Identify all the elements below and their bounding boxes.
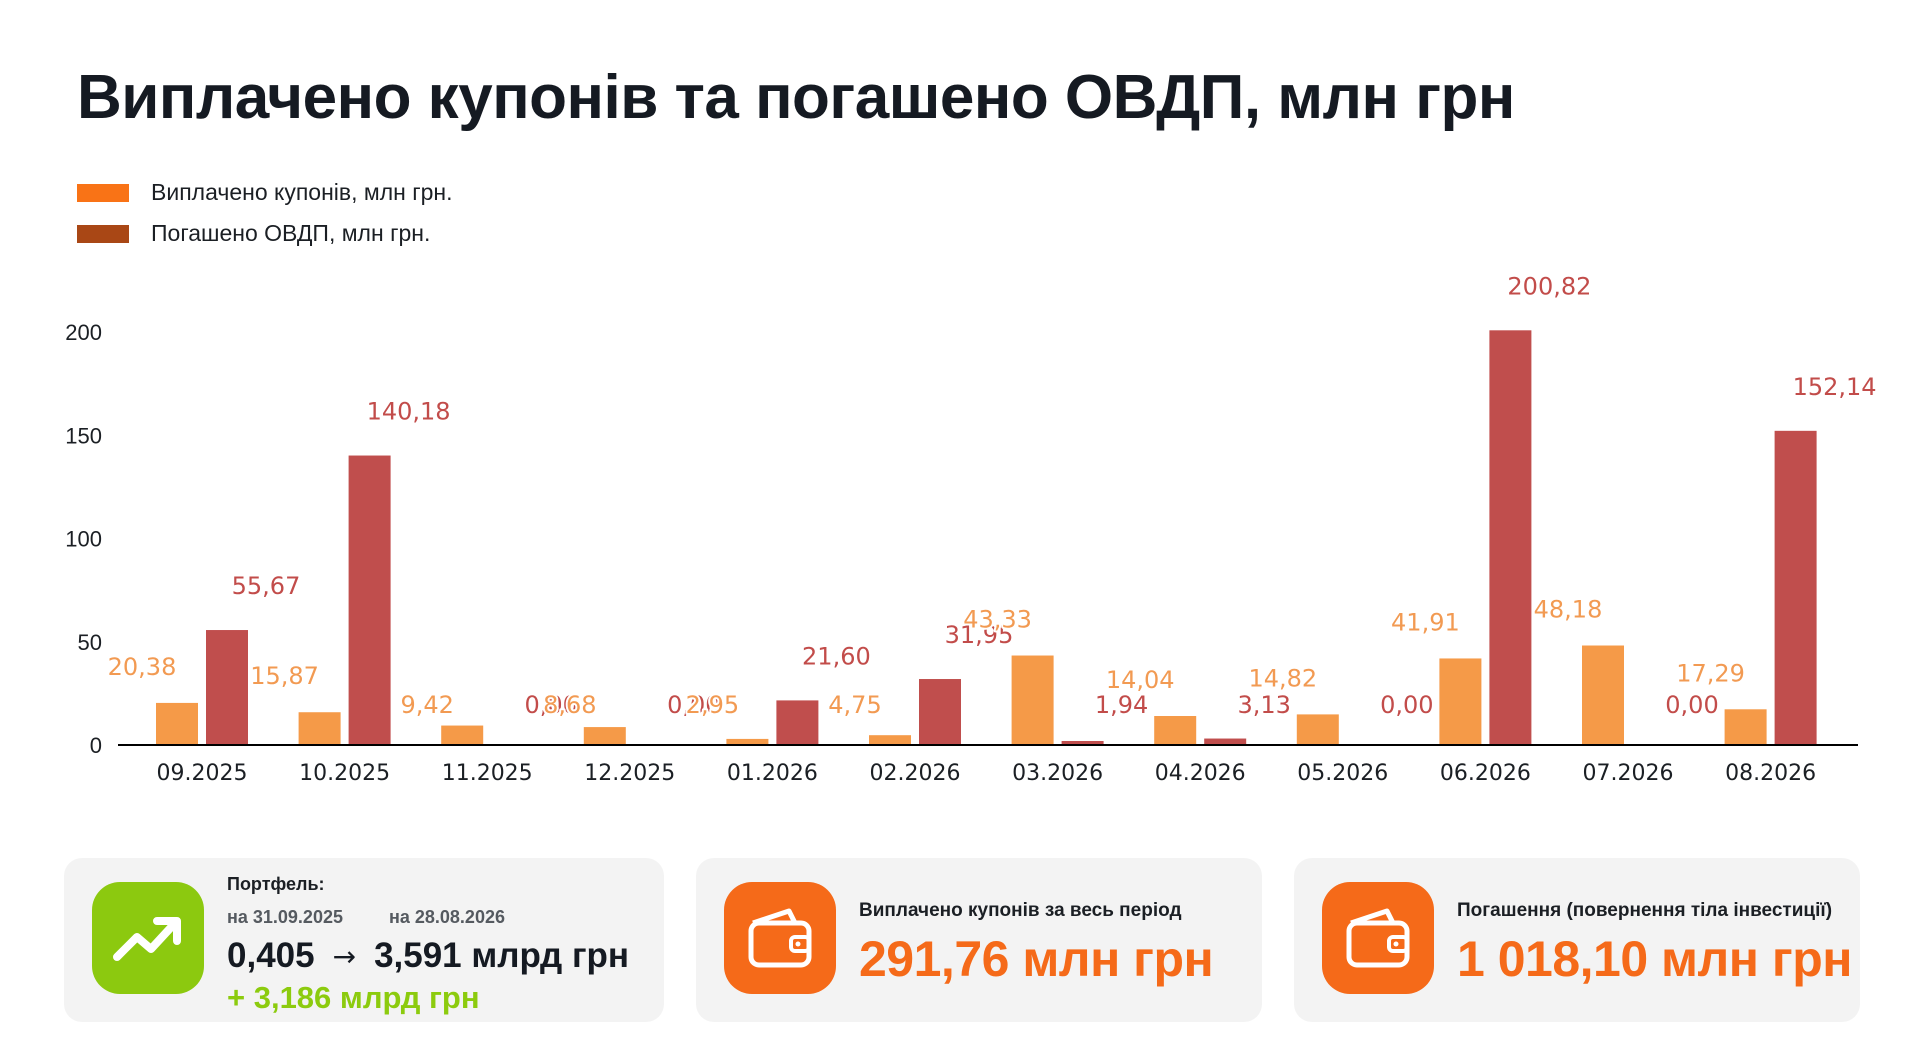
- redemption-bar: [206, 630, 248, 745]
- coupon-data-label: 43,33: [963, 606, 1032, 634]
- portfolio-values: 0,405 → 3,591 млрд грн: [227, 936, 629, 976]
- y-tick-label: 150: [65, 423, 102, 448]
- redemption-data-label: 0,00: [1665, 691, 1718, 719]
- coupon-bar: [441, 725, 484, 745]
- redemptions-text: Погашення (повернення тіла інвестиції) 1…: [1457, 900, 1852, 988]
- coupons-total: 291,76 млн грн: [859, 931, 1214, 987]
- coupon-data-label: 14,82: [1248, 664, 1317, 692]
- coupon-bar: [583, 727, 626, 745]
- coupons-card: Виплачено купонів за весь період 291,76 …: [696, 858, 1262, 1022]
- legend-swatch-coupons: [77, 183, 129, 202]
- redemption-bar: [776, 700, 819, 745]
- coupon-data-label: 20,38: [108, 653, 177, 681]
- coupon-data-label: 4,75: [828, 691, 881, 719]
- portfolio-date-end: на 28.08.2026: [389, 907, 505, 927]
- redemptions-caption: Погашення (повернення тіла інвестиції): [1457, 900, 1833, 921]
- coupon-data-label: 14,04: [1106, 666, 1175, 694]
- legend-item-coupons: Виплачено купонів, млн грн.: [77, 172, 452, 213]
- x-tick-label: 06.2026: [1440, 761, 1531, 786]
- legend-label-coupons: Виплачено купонів, млн грн.: [151, 179, 453, 205]
- legend-swatch-redemptions: [77, 224, 129, 243]
- redemption-data-label: 0,00: [524, 691, 577, 719]
- coupons-caption: Виплачено купонів за весь період: [859, 900, 1182, 921]
- redemption-data-label: 0,00: [667, 691, 720, 719]
- portfolio-value-end: 3,591 млрд грн: [374, 936, 630, 975]
- redemptions-icon-box: [1322, 882, 1434, 994]
- coupon-bar: [1154, 716, 1197, 745]
- coupon-data-label: 9,42: [400, 691, 453, 719]
- coupon-bar: [298, 712, 341, 745]
- coupon-data-label: 17,29: [1676, 659, 1745, 687]
- bar-chart: 0 50 100 150 200 20,38 55,67 09.2025 15,87 140,18…: [65, 270, 1878, 786]
- y-tick-label: 200: [65, 320, 102, 345]
- legend-label-redemptions: Погашено ОВДП, млн грн.: [151, 220, 431, 246]
- y-tick-label: 0: [90, 733, 102, 758]
- x-tick-label: 04.2026: [1155, 761, 1246, 786]
- redemption-data-label: 1,94: [1095, 691, 1148, 719]
- portfolio-heading: Портфель:: [227, 874, 325, 894]
- coupon-bar: [1296, 714, 1339, 745]
- redemptions-card: Погашення (повернення тіла інвестиції) 1…: [1294, 858, 1860, 1022]
- redemption-bar: [348, 455, 391, 745]
- x-tick-label: 03.2026: [1012, 761, 1103, 786]
- redemption-bar: [1489, 330, 1532, 745]
- coupon-bar: [1582, 645, 1624, 745]
- portfolio-value-start: 0,405: [227, 936, 315, 975]
- redemption-data-label: 140,18: [367, 398, 451, 426]
- portfolio-card: Портфель: на 31.09.2025 на 28.08.2026 0,…: [64, 858, 664, 1022]
- redemption-bar: [1774, 430, 1817, 745]
- coupon-bar: [726, 738, 769, 745]
- coupon-data-label: 48,18: [1534, 596, 1603, 624]
- redemption-data-label: 3,13: [1237, 691, 1290, 719]
- x-tick-label: 09.2025: [157, 761, 248, 786]
- redemption-data-label: 21,60: [802, 642, 871, 670]
- x-tick-label: 07.2026: [1583, 761, 1674, 786]
- x-tick-label: 11.2025: [442, 761, 533, 786]
- redemption-data-label: 200,82: [1507, 272, 1591, 300]
- coupon-data-label: 8,68: [543, 691, 596, 719]
- redemption-bar: [1061, 740, 1104, 745]
- wallet-icon: [1346, 908, 1410, 968]
- redemption-data-label: 0,00: [1380, 691, 1433, 719]
- redemption-data-label: 152,14: [1793, 373, 1877, 401]
- chart-legend: Виплачено купонів, млн грн. Погашено ОВД…: [77, 172, 452, 254]
- coupon-bar: [1724, 709, 1767, 745]
- redemption-bar: [1204, 738, 1247, 745]
- coupon-bar: [1011, 655, 1054, 745]
- redemption-data-label: 55,67: [232, 572, 301, 600]
- y-tick-label: 100: [65, 527, 102, 552]
- x-tick-label: 01.2026: [727, 761, 818, 786]
- coupon-bar: [1439, 658, 1482, 745]
- x-tick-label: 05.2026: [1297, 761, 1388, 786]
- trend-up-icon: [113, 917, 181, 961]
- coupon-data-label: 15,87: [250, 662, 319, 690]
- legend-item-redemptions: Погашено ОВДП, млн грн.: [77, 213, 452, 254]
- x-tick-label: 02.2026: [870, 761, 961, 786]
- redemptions-total: 1 018,10 млн грн: [1457, 931, 1852, 987]
- portfolio-icon-box: [92, 882, 204, 994]
- coupon-bar: [869, 735, 911, 745]
- portfolio-text: Портфель: на 31.09.2025 на 28.08.2026 0,…: [227, 874, 629, 1016]
- x-tick-label: 08.2026: [1725, 761, 1816, 786]
- coupon-data-label: 2,95: [686, 691, 739, 719]
- redemption-bar: [919, 679, 961, 745]
- x-tick-label: 12.2025: [584, 761, 675, 786]
- y-tick-label: 50: [78, 630, 102, 655]
- portfolio-delta: + 3,186 млрд грн: [227, 980, 480, 1015]
- coupon-data-label: 41,91: [1391, 608, 1460, 636]
- portfolio-dates: на 31.09.2025 на 28.08.2026: [227, 907, 629, 928]
- page-title: Виплачено купонів та погашено ОВДП, млн …: [77, 63, 1515, 132]
- wallet-icon: [748, 908, 812, 968]
- redemption-data-label: 31,95: [945, 621, 1014, 649]
- arrow-right-icon: →: [332, 939, 357, 973]
- coupons-icon-box: [724, 882, 836, 994]
- x-tick-label: 10.2025: [299, 761, 390, 786]
- portfolio-date-start: на 31.09.2025: [227, 907, 343, 927]
- coupons-text: Виплачено купонів за весь період 291,76 …: [859, 900, 1214, 988]
- coupon-bar: [156, 702, 198, 745]
